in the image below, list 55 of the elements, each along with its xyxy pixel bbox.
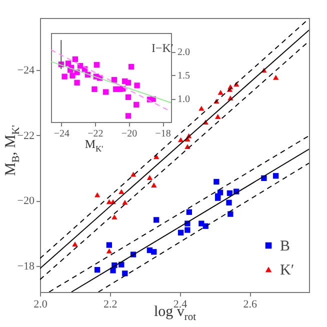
x-tick-label: 2.6 [243,298,258,310]
point [198,106,204,111]
y-tick-label: 1.0 [178,94,190,106]
y-tick-label: −18 [17,260,35,272]
point [134,102,140,108]
legend-label: K′ [280,262,294,278]
point [94,62,100,68]
point [94,266,100,273]
point [72,56,78,62]
point [112,214,118,220]
point [74,80,80,86]
x-tick-label: 2.2 [103,298,118,310]
point [72,242,78,246]
point [125,80,132,86]
point [184,227,190,233]
y-tick-label: −20 [17,195,35,208]
y-tick-label: 2.0 [178,47,190,58]
point [122,200,128,205]
point [92,86,98,92]
point [178,230,184,236]
point [111,77,118,83]
point [218,90,224,95]
x-axis-title: M$_{K'}$ [84,136,104,154]
point [151,182,157,188]
point [125,113,132,119]
point [62,74,68,80]
point [128,64,134,70]
point [272,74,279,80]
x-tick-label: −22 [88,128,104,140]
point [226,200,232,206]
point [214,178,220,185]
point [106,242,112,248]
point [154,217,160,223]
y-tick-label: 1.5 [178,70,190,82]
point [146,175,153,180]
point [118,189,124,194]
point [214,114,221,119]
x-tick-label: −24 [54,128,70,140]
point [94,192,100,198]
point [106,248,112,254]
point [151,249,157,255]
point [178,137,184,142]
x-tick-label: −20 [121,128,138,140]
point [272,173,279,179]
point [134,82,140,88]
legend-label: B [280,238,290,254]
point [228,211,234,217]
point [102,89,109,95]
point [122,270,128,276]
x-tick-label: −18 [155,128,171,140]
point [186,209,192,215]
point [125,94,132,100]
point [110,268,116,274]
x-tick-label: 2.0 [34,298,48,310]
y-tick-label: −24 [17,64,35,77]
